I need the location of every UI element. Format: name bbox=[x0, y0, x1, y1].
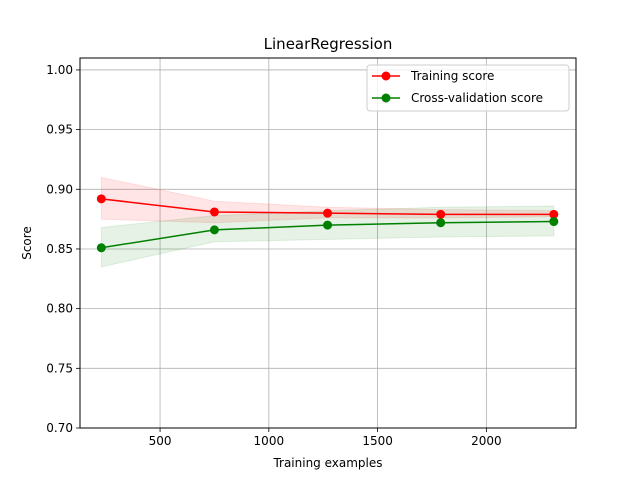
legend-marker bbox=[381, 93, 391, 103]
x-tick-label: 2000 bbox=[471, 434, 502, 448]
x-tick-label: 1000 bbox=[254, 434, 285, 448]
point-series-1 bbox=[323, 208, 333, 218]
point-series-2 bbox=[549, 217, 559, 227]
point-series-1 bbox=[209, 207, 219, 217]
y-tick-label: 0.90 bbox=[46, 182, 73, 196]
chart-title: LinearRegression bbox=[264, 35, 393, 53]
point-series-2 bbox=[209, 225, 219, 235]
y-axis-label: Score bbox=[20, 226, 34, 260]
legend: Training score Cross-validation score bbox=[366, 64, 570, 112]
y-tick-label: 0.70 bbox=[46, 421, 73, 435]
x-tick-label: 500 bbox=[149, 434, 172, 448]
point-series-2 bbox=[436, 218, 446, 228]
y-tick-label: 1.00 bbox=[46, 63, 73, 77]
point-series-2 bbox=[96, 243, 106, 253]
y-tick-label: 0.95 bbox=[46, 123, 73, 137]
x-axis-label: Training examples bbox=[272, 456, 382, 470]
point-series-1 bbox=[436, 209, 446, 219]
legend-label: Training score bbox=[410, 69, 494, 83]
axis-ticks: 500 1000 1500 2000 0.70 0.75 0.80 0.85 0.90 0.95 1… bbox=[46, 63, 501, 448]
point-series-2 bbox=[323, 220, 333, 230]
legend-box bbox=[366, 64, 570, 112]
y-tick-label: 0.80 bbox=[46, 302, 73, 316]
y-tick-label: 0.75 bbox=[46, 361, 73, 375]
plot-frame bbox=[79, 57, 577, 429]
score-markers bbox=[96, 194, 559, 253]
y-tick-label: 0.85 bbox=[46, 242, 73, 256]
x-tick-label: 1500 bbox=[362, 434, 393, 448]
point-series-1 bbox=[96, 194, 106, 204]
legend-label: Cross-validation score bbox=[411, 91, 543, 105]
legend-marker bbox=[381, 71, 391, 81]
